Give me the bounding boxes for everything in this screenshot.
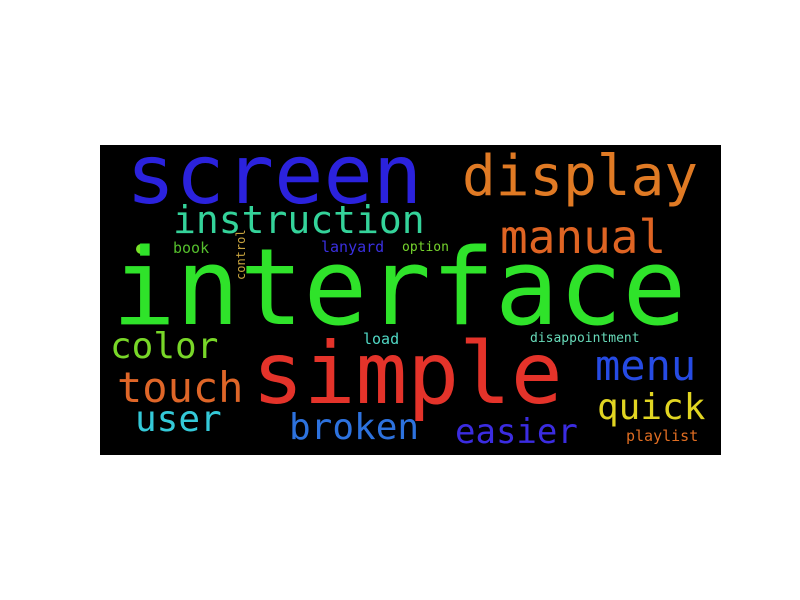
word-instruction: instruction <box>173 198 425 242</box>
word-interface: interface <box>112 226 687 349</box>
word-menu: menu <box>595 341 697 390</box>
word-book: book <box>173 239 210 257</box>
word-quick: quick <box>597 387 706 428</box>
word-touch: touch <box>117 363 244 412</box>
word-simple: simple <box>252 324 563 424</box>
word-disappointment: disappointment <box>530 331 640 346</box>
word-broken: broken <box>289 407 420 448</box>
word-lanyard: lanyard <box>321 238 385 256</box>
word-screen: screen <box>126 145 423 223</box>
word-option: option <box>402 240 449 255</box>
word-display: display <box>462 145 699 209</box>
word-color: color <box>110 326 219 367</box>
word-control: control <box>234 229 248 280</box>
word-manual: manual <box>500 210 667 264</box>
word-cloud: screen display instruction manual book l… <box>100 145 721 455</box>
word-user: user <box>135 399 222 440</box>
word-playlist: playlist <box>626 427 699 445</box>
word-load: load <box>363 330 400 348</box>
word-easier: easier <box>455 412 578 452</box>
dot-marker <box>136 244 146 254</box>
